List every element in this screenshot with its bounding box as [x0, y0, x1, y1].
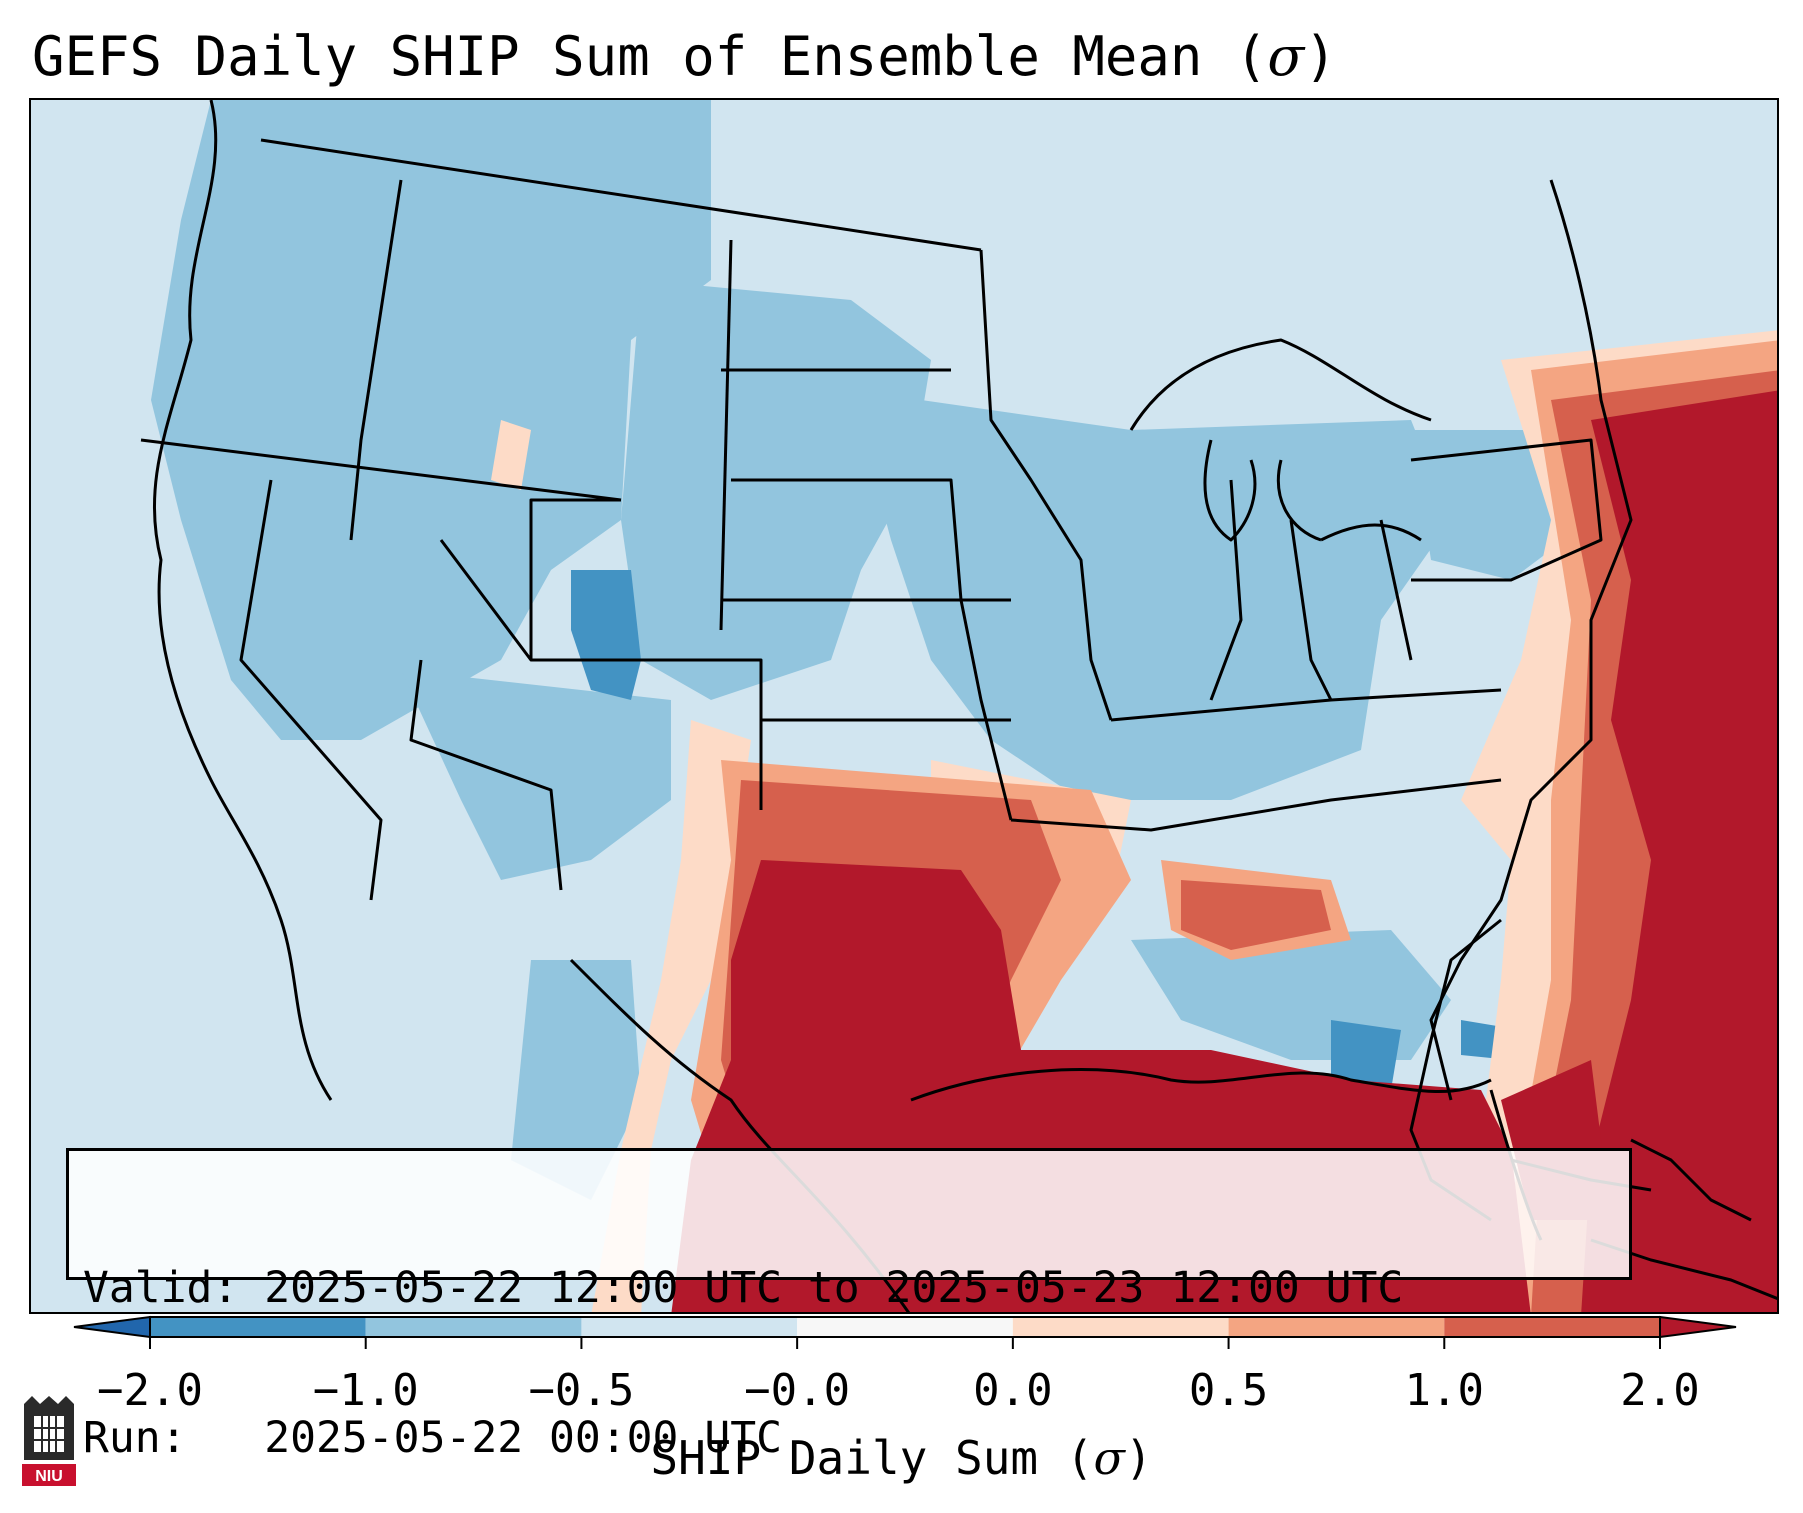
colorbar-tick-label: −2.0	[97, 1365, 203, 1416]
colorbar-tick-label: −1.0	[312, 1365, 419, 1416]
ship-field-map	[31, 100, 1777, 1312]
colorbar-label: SHIP Daily Sum (σ)	[650, 1431, 1153, 1485]
map-panel[interactable]	[29, 98, 1779, 1314]
colorbar-tick-label: 0.5	[1188, 1365, 1269, 1416]
colorbar-tick-label: −0.5	[528, 1365, 635, 1416]
colorbar-segment	[1012, 1317, 1229, 1337]
colorbar	[73, 1315, 1737, 1349]
colorbar-extend-low	[73, 1315, 151, 1339]
colorbar-segment	[1444, 1317, 1660, 1337]
run-row: Run: 2025-05-22 00:00 UTC	[83, 1413, 782, 1463]
colorbar-tick-label: −0.0	[744, 1365, 851, 1416]
colorbar-segment	[581, 1317, 798, 1337]
colorbar-segment	[150, 1317, 366, 1337]
colorbar-segment	[797, 1317, 1013, 1337]
colorbar-tick-label: 1.0	[1404, 1365, 1485, 1416]
run-info-box: Valid: 2025-05-22 12:00 UTC to 2025-05-2…	[66, 1148, 1632, 1463]
strong-negative-regions	[571, 570, 1521, 1090]
svg-text:NIU: NIU	[35, 1468, 63, 1485]
map-title: GEFS Daily SHIP Sum of Ensemble Mean (σ)	[32, 25, 1337, 88]
niu-logo: NIU	[22, 1396, 76, 1486]
colorbar-segment	[1228, 1317, 1445, 1337]
colorbar-segment	[365, 1317, 582, 1337]
colorbar-extend-high	[1659, 1315, 1737, 1339]
colorbar-ticks	[149, 1337, 1661, 1349]
colorbar-tick-label: 2.0	[1620, 1365, 1700, 1416]
colorbar-segments	[149, 1316, 1661, 1338]
valid-row: Valid: 2025-05-22 12:00 UTC to 2025-05-2…	[83, 1263, 1404, 1313]
colorbar-tick-label: 0.0	[973, 1365, 1053, 1416]
